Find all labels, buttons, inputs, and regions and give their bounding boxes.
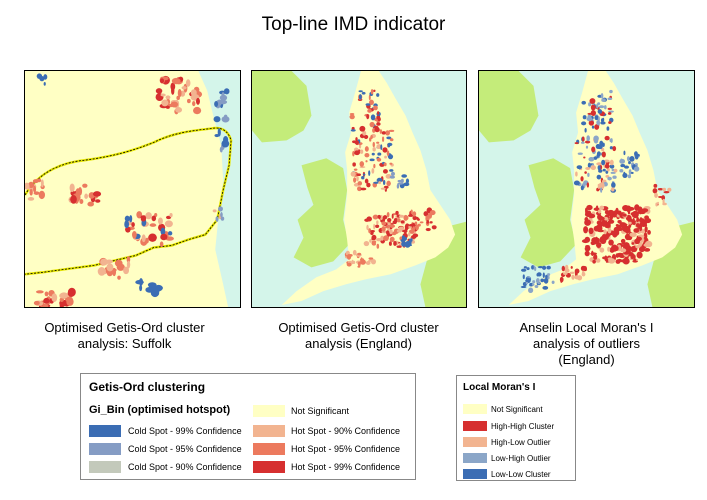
legend-swatch-low-high xyxy=(463,453,487,463)
map-caption-england-moran: Anselin Local Moran's I analysis of outl… xyxy=(478,320,695,368)
legend-label: High-Low Outlier xyxy=(491,438,551,447)
suffolk-map xyxy=(24,70,241,308)
caption-line: Optimised Getis-Ord cluster xyxy=(44,320,205,335)
caption-line: analysis (England) xyxy=(305,336,412,351)
legend-label: Hot Spot - 95% Confidence xyxy=(291,444,401,454)
map-caption-england-getis: Optimised Getis-Ord cluster analysis (En… xyxy=(246,320,471,352)
legend-swatch-not-significant xyxy=(463,404,487,414)
legend-swatch-cold-95 xyxy=(89,443,121,455)
legend-label: Not Significant xyxy=(291,406,350,416)
caption-line: Anselin Local Moran's I xyxy=(519,320,654,335)
legend-label: Low-Low Cluster xyxy=(491,470,551,479)
legend-title: Getis-Ord clustering xyxy=(89,380,206,394)
legend-label: High-High Cluster xyxy=(491,422,555,431)
england-getis-ord-map xyxy=(251,70,467,308)
caption-line: analysis: Suffolk xyxy=(77,336,172,351)
legend-swatch-hot-99 xyxy=(253,461,285,473)
legend-label: Hot Spot - 90% Confidence xyxy=(291,426,401,436)
local-morans-legend: Local Moran's I Not Significant High-Hig… xyxy=(456,375,576,481)
caption-line: Optimised Getis-Ord cluster xyxy=(278,320,439,335)
legend-label: Low-High Outlier xyxy=(491,454,551,463)
legend-label: Cold Spot - 95% Confidence xyxy=(128,444,242,454)
map-caption-suffolk: Optimised Getis-Ord cluster analysis: Su… xyxy=(12,320,237,352)
legend-label: Hot Spot - 99% Confidence xyxy=(291,462,401,472)
caption-line: (England) xyxy=(558,352,615,367)
legend-swatch-hot-95 xyxy=(253,443,285,455)
legend-swatch-hot-90 xyxy=(253,425,285,437)
legend-title: Local Moran's I xyxy=(463,382,536,393)
caption-line: analysis of outliers xyxy=(533,336,640,351)
legend-swatch-high-low xyxy=(463,437,487,447)
getis-ord-legend: Getis-Ord clustering Gi_Bin (optimised h… xyxy=(80,373,416,480)
legend-swatch-cold-99 xyxy=(89,425,121,437)
legend-subtitle: Gi_Bin (optimised hotspot) xyxy=(89,404,231,416)
legend-label: Not Significant xyxy=(491,405,543,414)
legend-label: Cold Spot - 99% Confidence xyxy=(128,426,242,436)
england-local-morans-map xyxy=(478,70,695,308)
legend-swatch-not-significant xyxy=(253,405,285,417)
legend-swatch-cold-90 xyxy=(89,461,121,473)
figure-title: Top-line IMD indicator xyxy=(261,14,446,35)
legend-label: Cold Spot - 90% Confidence xyxy=(128,462,242,472)
legend-swatch-low-low xyxy=(463,469,487,479)
legend-swatch-high-high xyxy=(463,421,487,431)
